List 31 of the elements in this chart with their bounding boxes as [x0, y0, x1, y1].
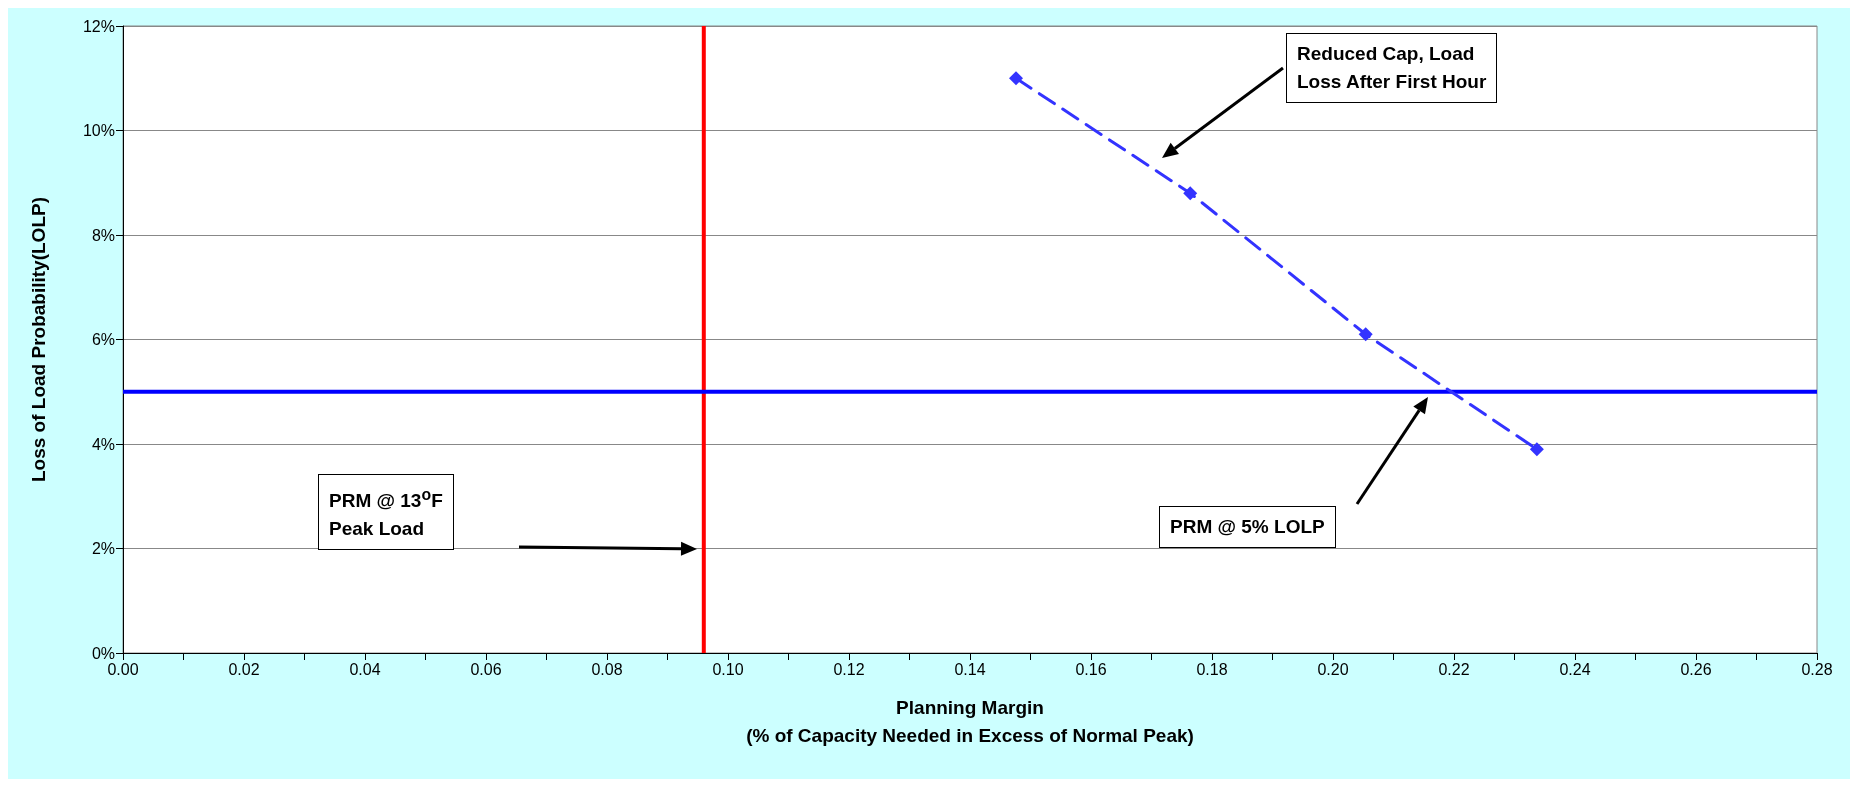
- x-tick-label: 0.24: [1559, 660, 1591, 678]
- x-tick-label: 0.20: [1317, 660, 1349, 678]
- x-tick-label: 0.16: [1075, 660, 1107, 678]
- x-tick-label: 0.26: [1680, 660, 1712, 678]
- y-axis-title: Loss of Load Probability(LOLP): [28, 197, 49, 482]
- annotation: Reduced Cap, Load Loss After First Hour: [1286, 33, 1498, 103]
- y-tick-label: 0%: [91, 644, 115, 662]
- x-tick-label: 0.04: [349, 660, 381, 678]
- point: [1358, 327, 1373, 342]
- x-tick-label: 0.02: [228, 660, 260, 678]
- x-axis-title: Planning Margin (% of Capacity Needed in Excess of Normal Peak): [746, 696, 1194, 746]
- x-tick-label: 0.10: [712, 660, 744, 678]
- x-tick-label: 0.18: [1196, 660, 1228, 678]
- y-tick-label: 4%: [91, 435, 115, 453]
- point: [1008, 71, 1023, 86]
- point: [1183, 186, 1198, 201]
- y-tick-label: 10%: [82, 122, 115, 139]
- annotation: PRM @ 5% LOLP: [1159, 506, 1336, 548]
- y-tick-label: 12%: [82, 17, 115, 35]
- x-tick-label: 0.14: [954, 660, 986, 678]
- x-tick-label: 0.12: [833, 660, 865, 678]
- x-tick-label: 0.00: [107, 660, 139, 678]
- point: [1529, 442, 1544, 457]
- annotation: PRM @ 13$^{o}$F Peak Load: [318, 474, 454, 551]
- y-tick-label: 8%: [91, 226, 115, 244]
- y-tick-label: 2%: [91, 540, 115, 557]
- x-tick-label: 0.08: [591, 660, 623, 678]
- x-tick-label: 0.22: [1438, 660, 1470, 678]
- x-tick-label: 0.06: [470, 660, 502, 678]
- x-tick-label: 0.28: [1801, 660, 1833, 678]
- y-tick-label: 6%: [91, 331, 115, 348]
